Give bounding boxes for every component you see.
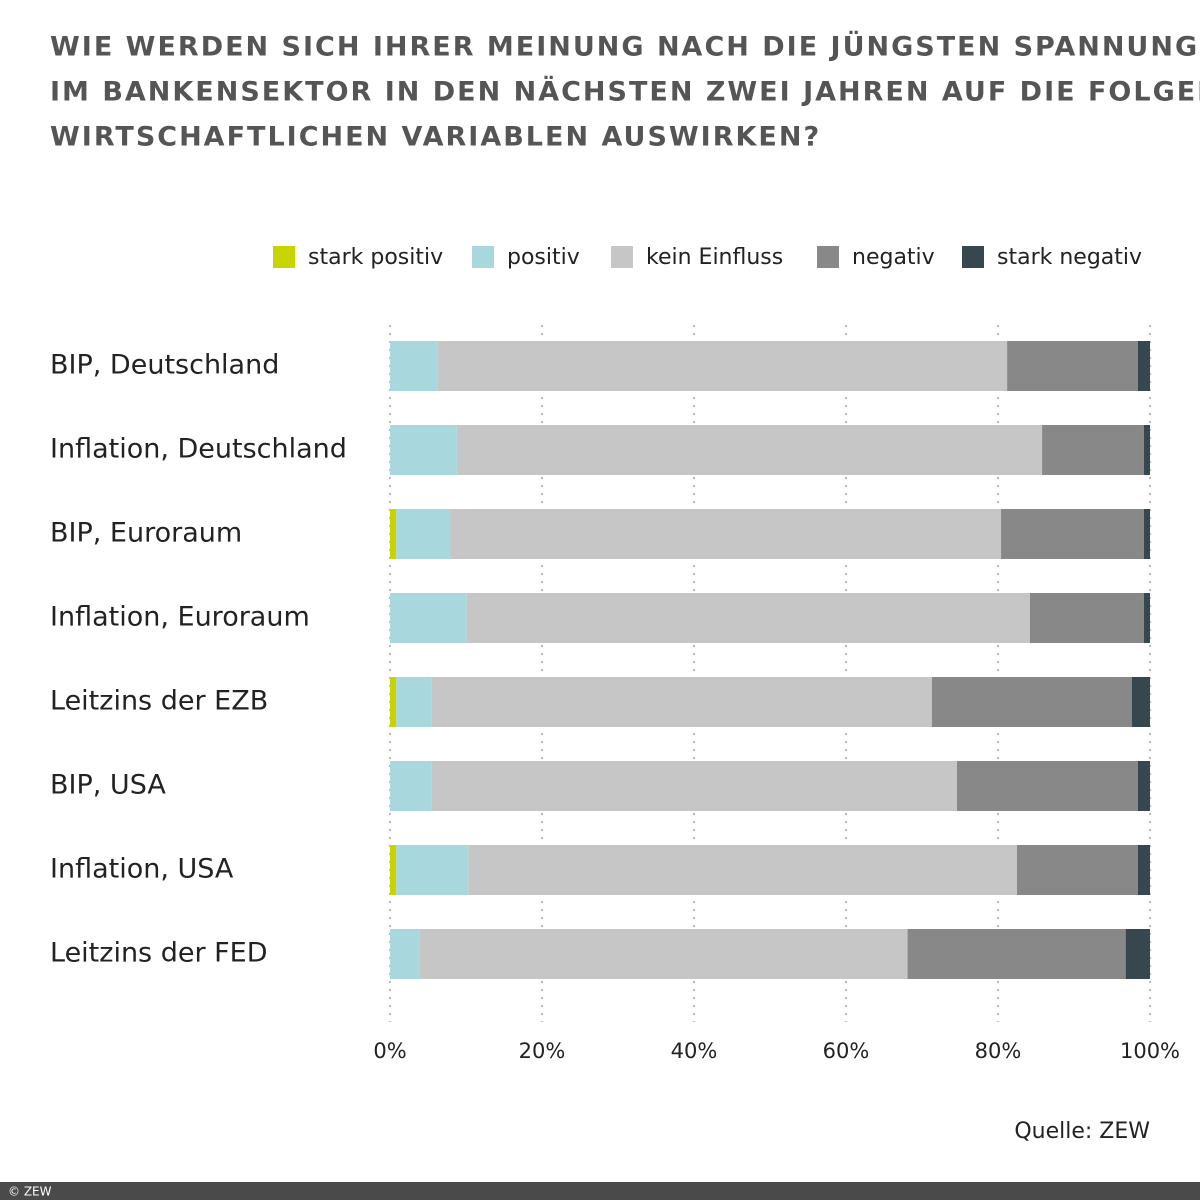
bar-segment xyxy=(396,677,432,727)
y-tick-label: Inflation, USA xyxy=(50,854,234,885)
legend-label: stark positiv xyxy=(308,245,443,270)
bar-segment xyxy=(390,341,438,391)
bar-segment xyxy=(390,761,432,811)
bar-segment xyxy=(956,761,1138,811)
chart-title: WIRTSCHAFTLICHEN VARIABLEN AUSWIRKEN? xyxy=(50,122,821,153)
bar-segment xyxy=(1131,677,1150,727)
bar-segment xyxy=(1143,509,1150,559)
bar-segment xyxy=(1137,341,1150,391)
bar-segment xyxy=(396,509,451,559)
bar-segment xyxy=(1143,425,1150,475)
y-tick-label: BIP, USA xyxy=(50,770,166,801)
legend-swatch xyxy=(817,246,839,268)
x-tick-label: 0% xyxy=(373,1039,406,1063)
bar-segment xyxy=(456,425,1043,475)
bar-segment xyxy=(907,929,1126,979)
legend-swatch xyxy=(611,246,633,268)
y-tick-label: BIP, Euroraum xyxy=(50,518,242,549)
bar-segment xyxy=(1029,593,1144,643)
bar-segment xyxy=(931,677,1132,727)
source: Quelle: ZEW xyxy=(1014,1119,1150,1144)
bar-segment xyxy=(390,929,420,979)
chart-title: IM BANKENSEKTOR IN DEN NÄCHSTEN ZWEI JAH… xyxy=(50,76,1200,108)
x-tick-label: 100% xyxy=(1120,1039,1180,1063)
legend-label: positiv xyxy=(507,245,580,270)
bar-segment xyxy=(390,593,467,643)
bar-segment xyxy=(1042,425,1144,475)
legend-swatch xyxy=(472,246,494,268)
copyright: © ZEW xyxy=(8,1185,52,1199)
bar-segment xyxy=(390,677,397,727)
bar-segment xyxy=(390,425,457,475)
legend-label: kein Einfluss xyxy=(646,245,783,270)
y-tick-label: Inflation, Deutschland xyxy=(50,434,347,465)
bar-segment xyxy=(1143,593,1150,643)
x-tick-label: 60% xyxy=(823,1039,870,1063)
bar-segment xyxy=(396,845,469,895)
y-tick-label: Leitzins der FED xyxy=(50,938,268,969)
x-tick-label: 40% xyxy=(671,1039,718,1063)
bar-segment xyxy=(437,341,1008,391)
bar-segment xyxy=(1007,341,1138,391)
y-tick-label: Inflation, Euroraum xyxy=(50,602,310,633)
legend-swatch xyxy=(962,246,984,268)
bar-segment xyxy=(431,677,932,727)
legend-label: stark negativ xyxy=(997,245,1142,270)
bar-segment xyxy=(390,845,397,895)
bar-segment xyxy=(390,509,397,559)
legend-swatch xyxy=(273,246,295,268)
bar-segment xyxy=(466,593,1030,643)
x-tick-label: 80% xyxy=(975,1039,1022,1063)
x-tick-label: 20% xyxy=(519,1039,566,1063)
bar-segment xyxy=(1125,929,1150,979)
footer-bar xyxy=(0,1182,1200,1200)
bar-segment xyxy=(450,509,1002,559)
bar-segment xyxy=(431,761,957,811)
bar-segment xyxy=(468,845,1017,895)
bar-segment xyxy=(1001,509,1144,559)
bar-segment xyxy=(1137,845,1150,895)
y-tick-label: BIP, Deutschland xyxy=(50,350,279,381)
bar-segment xyxy=(1017,845,1138,895)
bar-segment xyxy=(419,929,908,979)
y-tick-label: Leitzins der EZB xyxy=(50,686,268,717)
legend-label: negativ xyxy=(852,245,935,270)
chart-title: WIE WERDEN SICH IHRER MEINUNG NACH DIE J… xyxy=(50,30,1200,63)
bar-segment xyxy=(1137,761,1150,811)
